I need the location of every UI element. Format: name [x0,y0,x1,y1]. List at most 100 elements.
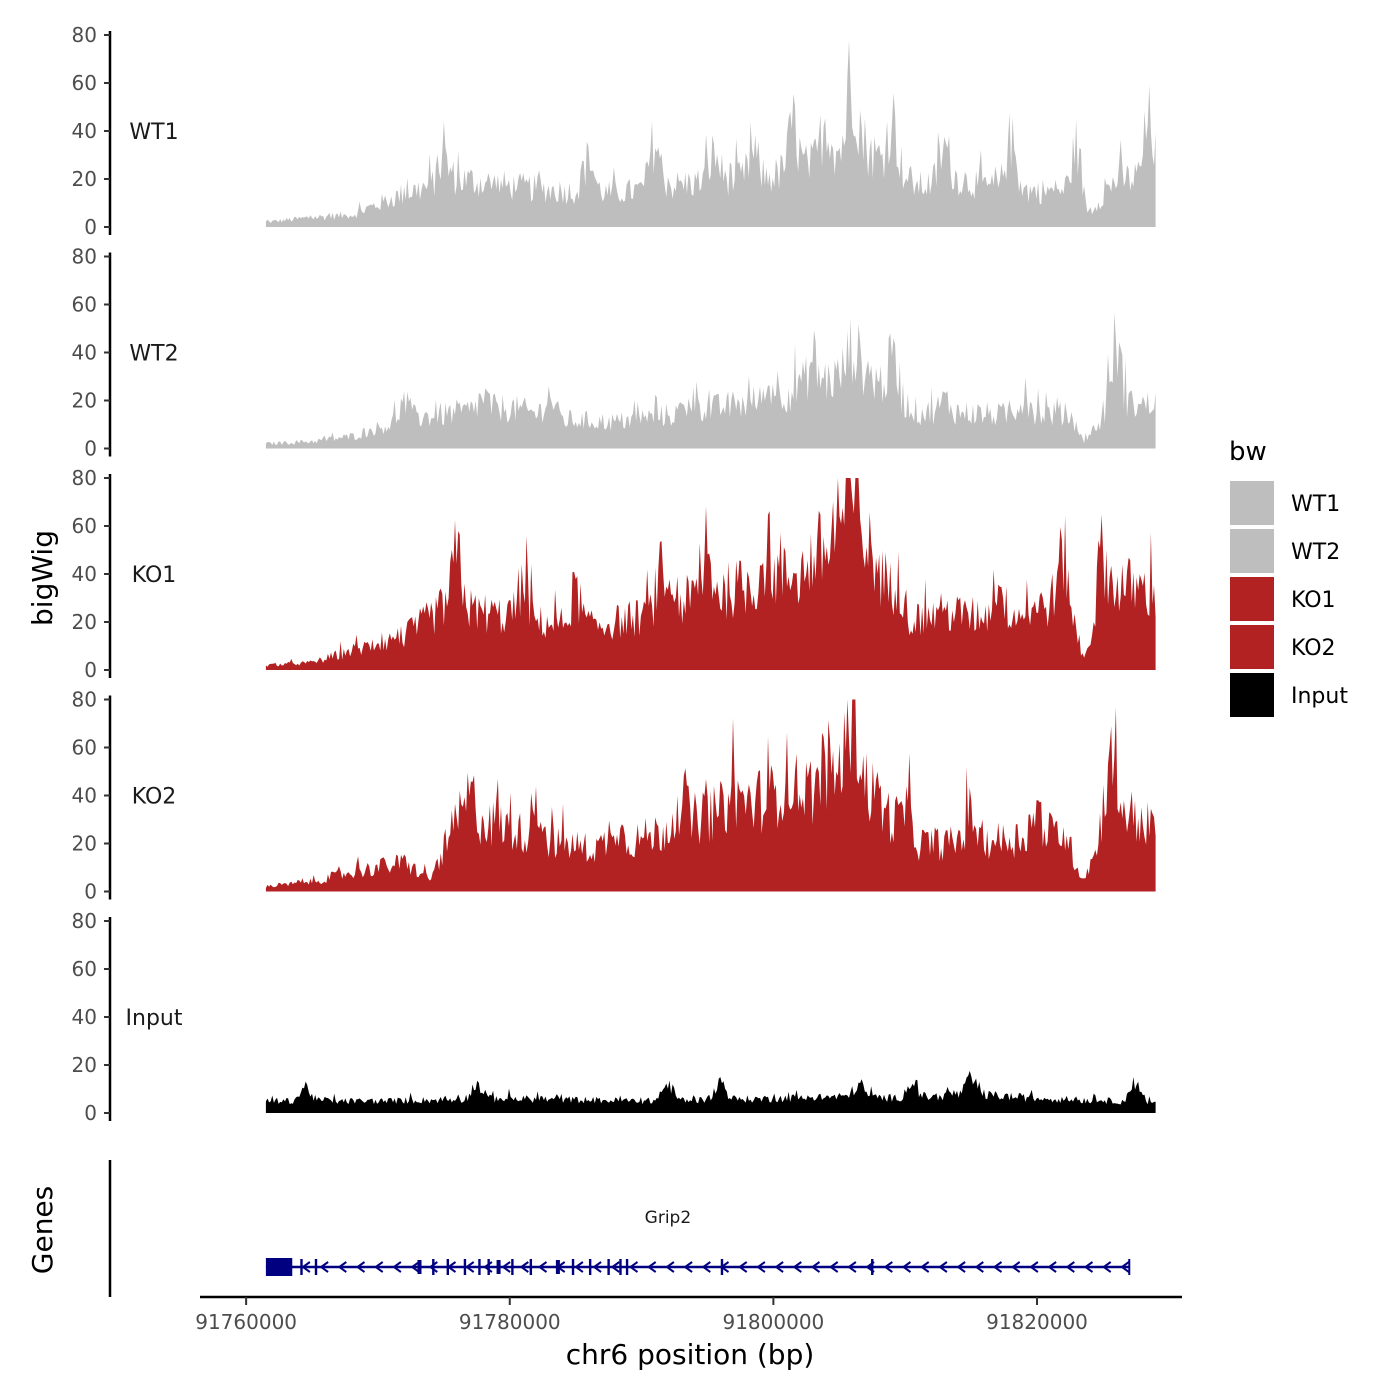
strand-chevron [610,1261,620,1273]
x-tick-label: 91760000 [195,1310,297,1334]
y-tick-label: 60 [72,71,97,95]
legend-label-input: Input [1291,684,1348,709]
gene-exon [555,1260,560,1274]
strand-chevron [1083,1261,1094,1273]
y-tick-label: 20 [72,832,97,856]
gene-exon [496,1260,501,1274]
strand-chevron [701,1261,711,1273]
gene-label: Grip2 [645,1208,692,1228]
legend-key-wt1 [1228,479,1276,527]
strand-chevron [392,1261,402,1273]
strand-chevron [428,1261,438,1273]
panel-ko2: 0 20 40 60 80 KO2 [72,688,1156,904]
strand-chevron [646,1261,657,1273]
gene-exon [478,1259,481,1275]
strand-chevron [592,1261,602,1273]
gene-exon [619,1259,622,1275]
strand-chevron [628,1261,639,1273]
strand-chevron [883,1261,893,1273]
strand-chevron [464,1261,475,1273]
signal-area-ko1 [265,478,1156,670]
strand-chevron [956,1261,966,1273]
strand-chevron [410,1261,420,1273]
strand-chevron [737,1261,748,1273]
legend-key-input [1228,671,1276,719]
track-label-ko1: KO1 [132,563,177,588]
y-tick-label: 0 [84,215,97,239]
y-tick-label: 20 [72,167,97,191]
strand-chevron [501,1261,511,1273]
y-tick-label: 80 [72,245,97,269]
y-tick-label: 40 [72,784,97,808]
gene-track: Grip2 [108,1160,1131,1297]
strand-chevron [1047,1261,1057,1273]
strand-chevron [828,1261,839,1273]
x-axis-title: chr6 position (bp) [566,1338,815,1371]
strand-chevron [919,1261,930,1273]
track-label-ko2: KO2 [132,785,177,810]
gene-exon [300,1259,303,1275]
y-axis-title: bigWig [26,530,59,626]
strand-chevron [355,1261,366,1273]
y-tick-label: 40 [72,341,97,365]
track-label-wt1: WT1 [129,120,178,145]
signal-area-ko2 [265,699,1156,892]
legend: bw WT1 WT2 KO1 KO2 Input [1228,437,1348,719]
strand-chevron [537,1261,548,1273]
legend-key-wt2 [1228,527,1276,575]
gene-exon [625,1259,629,1275]
legend-label-wt2: WT2 [1291,540,1340,565]
y-tick-label: 80 [72,466,97,490]
y-tick-label: 0 [84,658,97,682]
gene-exon [446,1259,450,1275]
gene-exon [314,1259,318,1275]
legend-title: bw [1229,437,1267,467]
y-tick-label: 80 [72,909,97,933]
legend-key-ko1 [1228,575,1276,623]
y-tick-label: 0 [84,437,97,461]
y-tick-label: 40 [72,119,97,143]
strand-chevron [774,1261,784,1273]
y-tick-label: 80 [72,688,97,712]
gene-exon [487,1259,490,1275]
gene-exon [529,1259,533,1275]
strand-chevron [1029,1261,1039,1273]
strand-chevron [337,1261,347,1273]
strand-chevron [574,1261,584,1273]
legend-label-ko1: KO1 [1291,588,1336,613]
gene-exon [607,1259,610,1275]
y-tick-label: 0 [84,880,97,904]
track-label-wt2: WT2 [129,342,178,367]
panel-wt1: 0 20 40 60 80 WT1 [72,23,1156,239]
gene-exon [511,1259,514,1275]
y-tick-label: 80 [72,23,97,47]
strand-chevron [792,1261,802,1273]
strand-chevron [974,1261,984,1273]
strand-chevron [992,1261,1003,1273]
gene-exon [463,1259,467,1275]
x-tick-label: 91780000 [459,1310,561,1334]
strand-chevron [665,1261,675,1273]
panel-ko1: 0 20 40 60 80 KO1 [72,466,1156,682]
signal-area-wt1 [265,40,1156,227]
legend-key-ko2 [1228,623,1276,671]
strand-chevron [901,1261,912,1273]
legend-label-wt1: WT1 [1291,492,1340,517]
strand-chevron [319,1261,329,1273]
gene-exon [571,1259,575,1275]
y-tick-label: 60 [72,514,97,538]
panel-input: 0 20 40 60 80 Input [72,909,1156,1125]
gene-exon [417,1260,422,1274]
y-tick-label: 20 [72,610,97,634]
strand-chevron [1010,1261,1021,1273]
x-axis: 91760000 91780000 91800000 91820000 [195,1295,1182,1334]
strand-chevron [1065,1261,1075,1273]
strand-chevron [847,1261,857,1273]
y-tick-label: 20 [72,389,97,413]
strand-chevron [373,1261,384,1273]
y-tick-label: 60 [72,957,97,981]
track-label-input: Input [126,1006,183,1031]
strand-chevron [810,1261,821,1273]
gene-exon [588,1259,592,1275]
